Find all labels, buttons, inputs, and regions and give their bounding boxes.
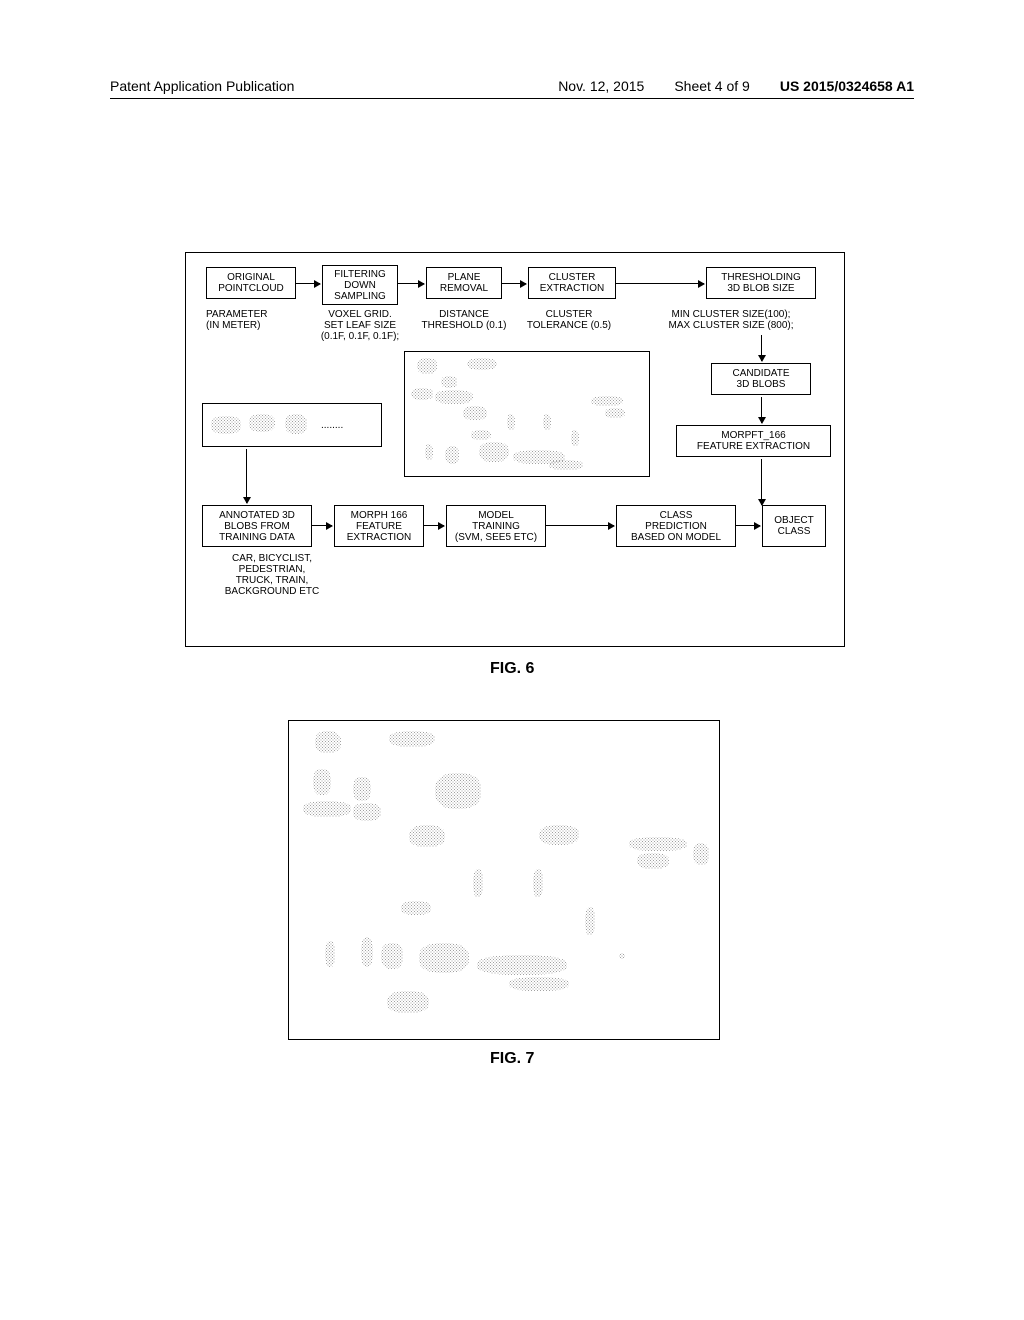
arrow-12 xyxy=(736,525,760,526)
box-candidate-blobs: CANDIDATE3D BLOBS xyxy=(711,363,811,395)
param-label: PARAMETER(IN METER) xyxy=(206,309,296,331)
box-morpft-feature: MORPFT_166FEATURE EXTRACTION xyxy=(676,425,831,457)
header-right: Nov. 12, 2015 Sheet 4 of 9 US 2015/03246… xyxy=(558,78,914,94)
box-annotated-blobs: ANNOTATED 3DBLOBS FROMTRAINING DATA xyxy=(202,505,312,547)
param-voxel: VOXEL GRID.SET LEAF SIZE(0.1F, 0.1F, 0.1… xyxy=(306,309,414,342)
fig6-frame: ORIGINALPOINTCLOUD FILTERINGDOWNSAMPLING… xyxy=(185,252,845,647)
fig7-frame xyxy=(288,720,720,1040)
arrow-1 xyxy=(296,283,320,284)
arrow-11 xyxy=(546,525,614,526)
header-left: Patent Application Publication xyxy=(110,78,294,94)
arrow-8 xyxy=(246,449,247,503)
ellipsis-dots: ........ xyxy=(321,420,343,431)
arrow-3 xyxy=(502,283,526,284)
param-distance: DISTANCETHRESHOLD (0.1) xyxy=(416,309,512,331)
arrow-5 xyxy=(761,335,762,361)
arrow-2 xyxy=(398,283,424,284)
arrow-4 xyxy=(616,283,704,284)
fig6-label: FIG. 6 xyxy=(490,660,534,678)
classes-caption: CAR, BICYCLIST,PEDESTRIAN,TRUCK, TRAIN,B… xyxy=(202,553,342,597)
header-date: Nov. 12, 2015 xyxy=(558,78,644,94)
box-filtering-downsampling: FILTERINGDOWNSAMPLING xyxy=(322,265,398,305)
illustration-training-samples: ........ xyxy=(202,403,382,447)
param-minmax: MIN CLUSTER SIZE(100);MAX CLUSTER SIZE (… xyxy=(631,309,831,331)
param-cluster: CLUSTERTOLERANCE (0.5) xyxy=(516,309,622,331)
header-rule xyxy=(110,98,914,99)
arrow-9 xyxy=(312,525,332,526)
arrow-6 xyxy=(761,397,762,423)
box-plane-removal: PLANEREMOVAL xyxy=(426,267,502,299)
arrow-7 xyxy=(761,459,762,505)
header-pubno: US 2015/0324658 A1 xyxy=(780,78,914,94)
box-object-class: OBJECTCLASS xyxy=(762,505,826,547)
box-class-prediction: CLASSPREDICTIONBASED ON MODEL xyxy=(616,505,736,547)
box-model-training: MODELTRAINING(SVM, SEE5 ETC) xyxy=(446,505,546,547)
illustration-midscene xyxy=(404,351,650,477)
page-header: Patent Application Publication Nov. 12, … xyxy=(110,78,914,94)
arrow-10 xyxy=(424,525,444,526)
box-cluster-extraction: CLUSTEREXTRACTION xyxy=(528,267,616,299)
box-original-pointcloud: ORIGINALPOINTCLOUD xyxy=(206,267,296,299)
header-sheet: Sheet 4 of 9 xyxy=(674,78,750,94)
fig7-label: FIG. 7 xyxy=(490,1050,534,1068)
box-thresholding-blob-size: THRESHOLDING3D BLOB SIZE xyxy=(706,267,816,299)
box-morph-feature-2: MORPH 166FEATUREEXTRACTION xyxy=(334,505,424,547)
